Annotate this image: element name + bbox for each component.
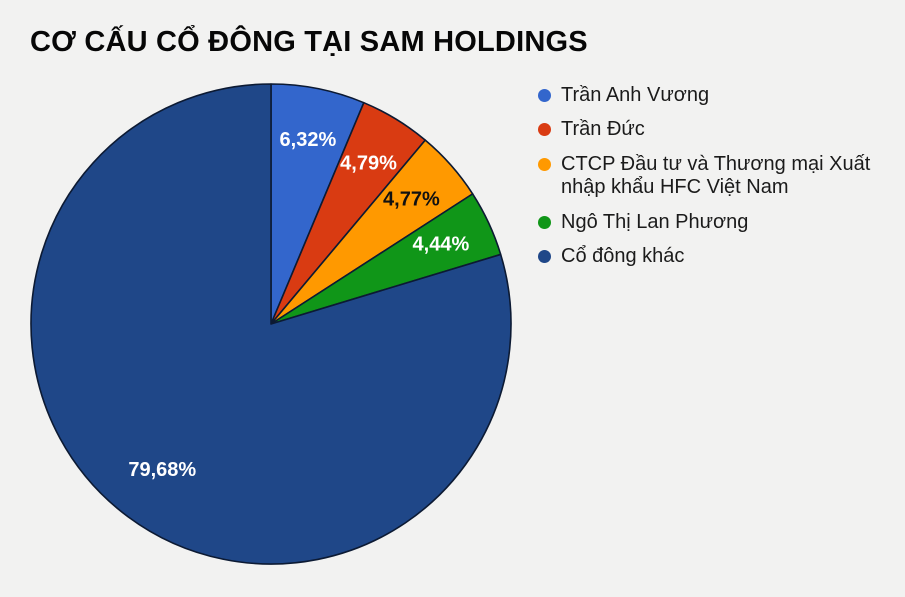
legend-label: Trần Đức (561, 118, 645, 141)
legend-item-4[interactable]: Cổ đông khác (538, 245, 898, 268)
legend-item-3[interactable]: Ngô Thị Lan Phương (538, 211, 898, 234)
legend-label: CTCP Đầu tư và Thương mại Xuất nhập khẩu… (561, 152, 871, 199)
legend-dot-icon (538, 249, 551, 263)
legend-item-1[interactable]: Trần Đức (538, 118, 898, 141)
legend-dot-icon (538, 89, 551, 102)
legend-label: Trần Anh Vương (561, 84, 710, 106)
legend-label: Ngô Thị Lan Phương (561, 210, 749, 233)
legend-item-2[interactable]: CTCP Đầu tư và Thương mại Xuất nhập khẩu… (538, 153, 898, 200)
legend-dot-icon (538, 215, 551, 229)
legend-item-0[interactable]: Trần Anh Vương (538, 84, 898, 107)
legend-label: Cổ đông khác (561, 244, 685, 267)
legend: Trần Anh Vương Trần Đức CTCP Đầu tư và Thư… (538, 84, 898, 279)
chart-title: CƠ CẤU CỔ ĐÔNG TẠI SAM HOLDINGS (30, 26, 588, 58)
pie-slice-4[interactable] (30, 83, 512, 565)
legend-dot-icon (538, 123, 551, 137)
legend-dot-icon (538, 157, 551, 171)
